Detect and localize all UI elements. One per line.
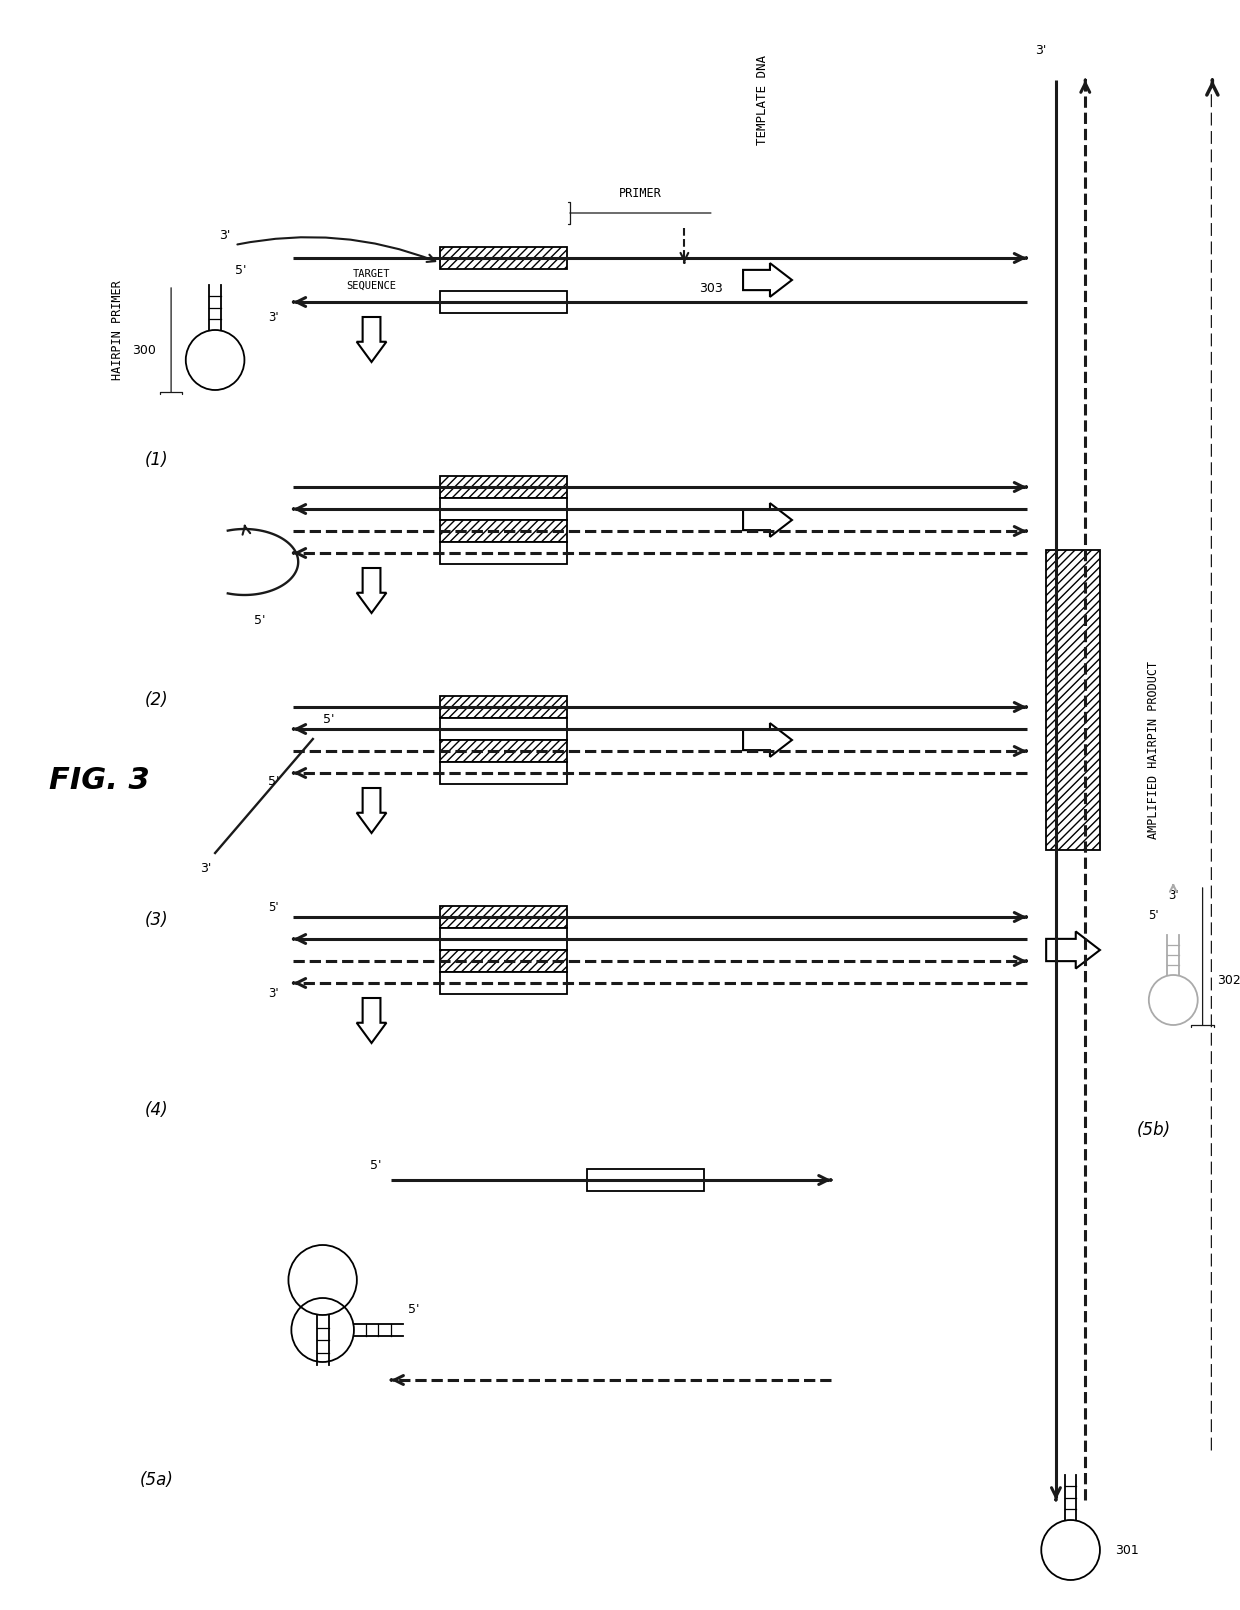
Text: 5': 5' bbox=[268, 900, 279, 913]
Text: (2): (2) bbox=[145, 691, 169, 708]
Text: 5': 5' bbox=[370, 1159, 382, 1172]
Text: 5': 5' bbox=[408, 1302, 419, 1315]
Bar bbox=[440, 477, 567, 497]
Bar bbox=[440, 950, 567, 972]
Text: 5': 5' bbox=[322, 713, 334, 726]
Text: FIG. 3: FIG. 3 bbox=[48, 765, 150, 794]
Text: 5': 5' bbox=[268, 774, 279, 787]
Bar bbox=[440, 906, 567, 927]
Text: HAIRPIN PRIMER: HAIRPIN PRIMER bbox=[110, 280, 124, 380]
Bar bbox=[440, 718, 567, 741]
Text: 3': 3' bbox=[268, 987, 279, 1000]
Bar bbox=[587, 1169, 704, 1191]
Text: AMPLIFIED HAIRPIN PRODUCT: AMPLIFIED HAIRPIN PRODUCT bbox=[1147, 662, 1161, 839]
Text: 3': 3' bbox=[200, 861, 211, 874]
Text: (5a): (5a) bbox=[139, 1472, 174, 1489]
Text: (4): (4) bbox=[145, 1101, 169, 1119]
Text: (3): (3) bbox=[145, 911, 169, 929]
Bar bbox=[440, 543, 567, 564]
Text: 3': 3' bbox=[219, 229, 231, 242]
Bar bbox=[440, 762, 567, 784]
Text: 5': 5' bbox=[254, 613, 265, 626]
Text: TEMPLATE DNA: TEMPLATE DNA bbox=[756, 55, 769, 145]
Text: 3': 3' bbox=[1168, 889, 1178, 902]
Text: 3': 3' bbox=[268, 311, 279, 324]
Text: TARGET
SEQUENCE: TARGET SEQUENCE bbox=[346, 269, 397, 291]
Text: 5': 5' bbox=[234, 264, 247, 277]
Text: 303: 303 bbox=[699, 282, 723, 295]
Bar bbox=[440, 927, 567, 950]
Bar bbox=[440, 741, 567, 762]
Bar bbox=[1047, 551, 1100, 850]
Text: 302: 302 bbox=[1218, 974, 1240, 987]
Text: (5b): (5b) bbox=[1137, 1121, 1171, 1138]
Text: 3': 3' bbox=[1035, 43, 1047, 56]
Text: 300: 300 bbox=[133, 343, 156, 356]
Bar bbox=[440, 497, 567, 520]
Bar bbox=[440, 246, 567, 269]
Text: 301: 301 bbox=[1115, 1544, 1138, 1557]
Bar bbox=[440, 972, 567, 993]
Bar bbox=[440, 696, 567, 718]
Bar bbox=[440, 520, 567, 543]
Bar bbox=[440, 291, 567, 312]
Text: 5': 5' bbox=[1148, 908, 1158, 921]
Text: (1): (1) bbox=[145, 451, 169, 469]
Text: PRIMER: PRIMER bbox=[619, 187, 662, 200]
